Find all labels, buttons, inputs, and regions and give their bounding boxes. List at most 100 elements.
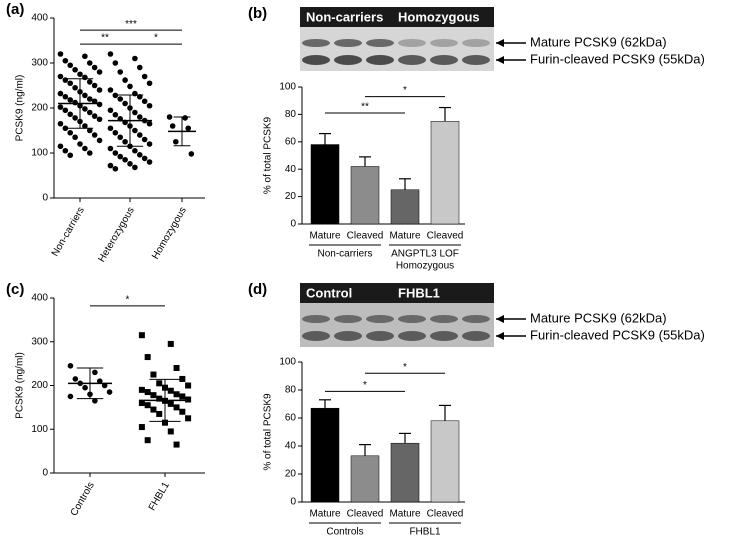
data-point xyxy=(146,120,153,127)
x-tick-label: Mature xyxy=(389,231,421,242)
bar xyxy=(310,407,340,503)
data-point xyxy=(91,64,98,71)
band-label: Mature PCSK9 (62kDa) xyxy=(530,34,667,49)
x-tick-label: Homozygous xyxy=(150,205,189,261)
y-tick-label: 40 xyxy=(285,441,297,452)
band-arrowhead xyxy=(496,315,504,323)
data-point xyxy=(72,376,79,382)
bar xyxy=(430,420,460,503)
data-point xyxy=(112,129,119,136)
blot-band xyxy=(398,55,426,65)
data-point xyxy=(146,80,153,87)
data-point xyxy=(141,73,148,80)
data-point xyxy=(144,389,151,396)
significance-label: * xyxy=(403,362,407,373)
data-point xyxy=(96,69,103,75)
group-label: ANGPTL3 LOF xyxy=(391,249,459,260)
y-tick-label: 200 xyxy=(31,380,48,391)
data-point xyxy=(182,115,188,121)
data-point xyxy=(82,53,88,60)
data-point xyxy=(67,62,74,69)
y-tick-label: 0 xyxy=(42,193,48,204)
data-point xyxy=(122,77,128,83)
blot-band xyxy=(366,39,394,47)
x-tick-label: Mature xyxy=(309,231,341,242)
x-tick-label: Cleaved xyxy=(347,509,384,520)
panel-label: (c) xyxy=(6,281,24,298)
group-label: Non-carriers xyxy=(317,249,372,260)
data-point xyxy=(146,141,153,147)
data-point xyxy=(179,393,186,400)
y-axis-label: % of total PCSK9 xyxy=(263,393,274,471)
blot-band xyxy=(366,315,394,323)
x-tick-label: Controls xyxy=(69,480,97,518)
blot-band xyxy=(430,39,458,47)
data-point xyxy=(72,134,78,141)
panel-label: (d) xyxy=(248,281,267,298)
y-tick-label: 80 xyxy=(285,109,297,120)
data-point xyxy=(122,156,128,163)
y-tick-label: 0 xyxy=(290,219,296,230)
blot-header xyxy=(300,7,494,27)
data-point xyxy=(82,123,88,129)
data-point xyxy=(127,83,133,90)
y-tick-label: 100 xyxy=(31,424,48,435)
blot-band xyxy=(462,39,490,47)
data-point xyxy=(173,441,180,448)
y-tick-label: 40 xyxy=(285,164,297,175)
data-point xyxy=(156,410,163,417)
blot-label: FHBL1 xyxy=(398,285,440,300)
bar xyxy=(390,189,420,225)
y-tick-label: 100 xyxy=(279,82,296,93)
x-tick-label: Cleaved xyxy=(347,231,384,242)
blot-label: Homozygous xyxy=(398,9,480,24)
blot-band xyxy=(334,55,362,65)
y-tick-label: 100 xyxy=(31,148,48,159)
data-point xyxy=(132,164,138,171)
data-point xyxy=(92,398,98,404)
data-point xyxy=(96,116,103,123)
blot-band xyxy=(366,331,394,341)
data-point xyxy=(67,97,74,103)
data-point xyxy=(82,106,88,112)
data-point xyxy=(57,120,64,127)
data-point xyxy=(173,391,180,398)
data-point xyxy=(62,147,69,154)
data-point xyxy=(62,77,69,83)
data-point xyxy=(107,51,114,57)
data-point xyxy=(112,60,119,66)
data-point xyxy=(82,74,88,81)
data-point xyxy=(96,378,103,384)
data-point xyxy=(77,71,83,78)
data-point xyxy=(144,437,151,444)
data-point xyxy=(185,125,192,132)
y-axis-label: PCSK9 (ng/ml) xyxy=(15,352,26,419)
data-point xyxy=(122,138,128,145)
y-tick-label: 0 xyxy=(290,497,296,508)
data-point xyxy=(107,125,114,132)
data-point xyxy=(62,107,69,114)
data-point xyxy=(62,125,69,132)
data-point xyxy=(67,393,74,400)
data-point xyxy=(112,111,119,118)
blot-band xyxy=(430,55,458,65)
data-point xyxy=(86,150,93,156)
bar xyxy=(350,455,380,503)
data-point xyxy=(179,375,186,382)
blot-label: Non-carriers xyxy=(306,9,383,24)
blot-band xyxy=(462,331,490,341)
data-point xyxy=(179,408,186,415)
data-point xyxy=(144,354,151,361)
data-point xyxy=(72,66,78,73)
data-point xyxy=(117,153,124,160)
blot-band xyxy=(430,315,458,323)
data-point xyxy=(141,155,148,162)
blot-band xyxy=(302,331,330,341)
bar xyxy=(350,166,380,225)
significance-label: ** xyxy=(101,33,109,44)
bar xyxy=(390,442,420,503)
y-tick-label: 400 xyxy=(31,13,48,24)
x-tick-label: Heterozygous xyxy=(97,205,137,264)
band-label: Mature PCSK9 (62kDa) xyxy=(530,310,667,325)
